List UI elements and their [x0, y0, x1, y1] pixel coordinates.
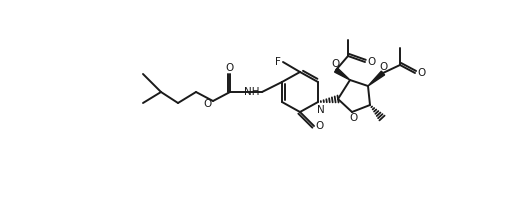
Text: NH: NH — [244, 87, 260, 97]
Text: O: O — [350, 113, 358, 123]
Text: O: O — [367, 57, 375, 67]
Text: O: O — [332, 59, 340, 69]
Text: O: O — [226, 63, 234, 73]
Text: O: O — [379, 62, 387, 72]
Polygon shape — [335, 68, 350, 80]
Text: O: O — [316, 121, 324, 131]
Text: O: O — [204, 99, 212, 109]
Text: F: F — [275, 57, 281, 67]
Text: N: N — [317, 105, 325, 115]
Polygon shape — [368, 71, 384, 86]
Text: O: O — [417, 68, 425, 78]
